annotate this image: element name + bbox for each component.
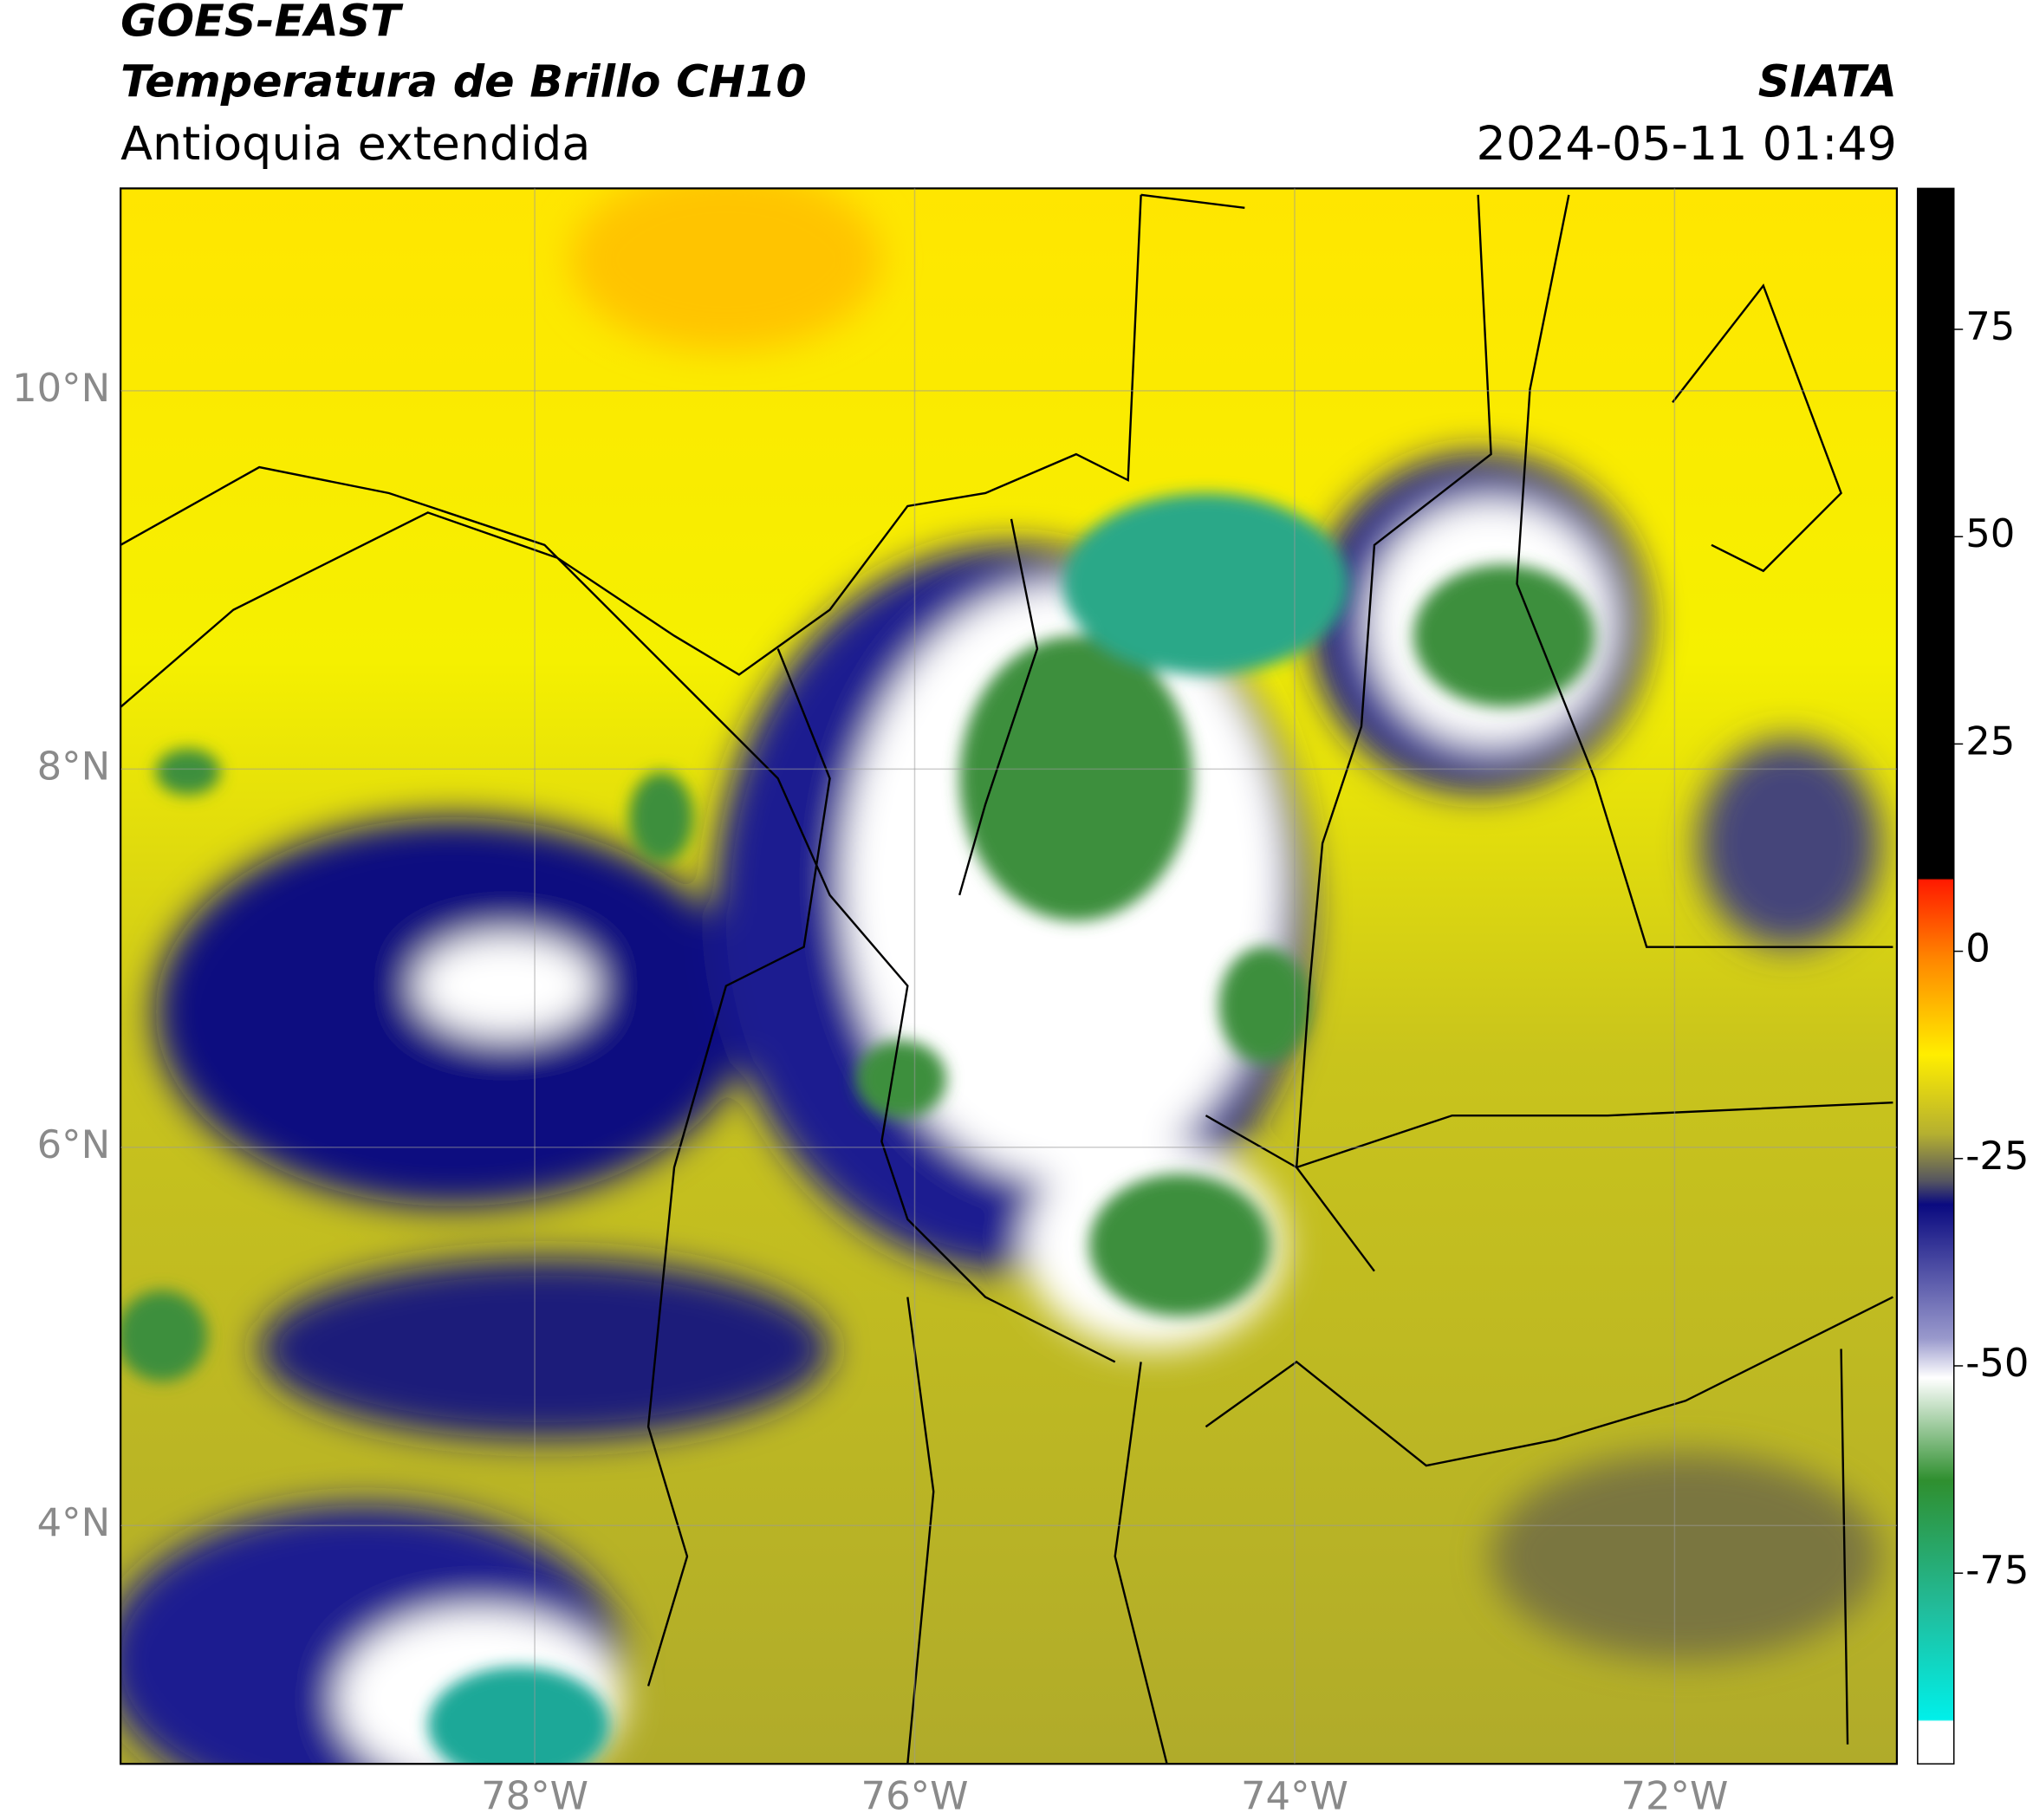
region: Antioquia extendida xyxy=(120,116,590,171)
timestamp: 2024-05-11 01:49 xyxy=(1477,116,1897,171)
colorbar-tick-label: -75 xyxy=(1965,1547,2029,1593)
y-tick-label: 6°N xyxy=(37,1121,111,1167)
subtitle: Temperatura de Brillo CH10 xyxy=(120,56,807,107)
colorbar-tick-label: 25 xyxy=(1965,718,2015,764)
colorbar-tick-label: -50 xyxy=(1965,1340,2029,1386)
colorbar-tick-label: -25 xyxy=(1965,1133,2029,1179)
satellite-image xyxy=(120,188,1897,1765)
x-tick-label: 72°W xyxy=(1621,1773,1728,1819)
y-tick-label: 10°N xyxy=(12,365,110,411)
x-tick-label: 74°W xyxy=(1241,1773,1348,1819)
colorbar-tick-label: 75 xyxy=(1965,303,2015,349)
x-tick-label: 76°W xyxy=(861,1773,969,1819)
colorbar-tick-label: 50 xyxy=(1965,510,2015,556)
x-tick-label: 78°W xyxy=(481,1773,588,1819)
title: GOES-EAST xyxy=(120,0,404,46)
y-tick-label: 8°N xyxy=(37,743,111,789)
plot-frame xyxy=(120,187,1899,1765)
source: SIATA xyxy=(1758,56,1897,107)
colorbar xyxy=(1917,187,1955,1765)
y-tick-label: 4°N xyxy=(37,1499,111,1545)
colorbar-tick-label: 0 xyxy=(1965,926,1991,972)
